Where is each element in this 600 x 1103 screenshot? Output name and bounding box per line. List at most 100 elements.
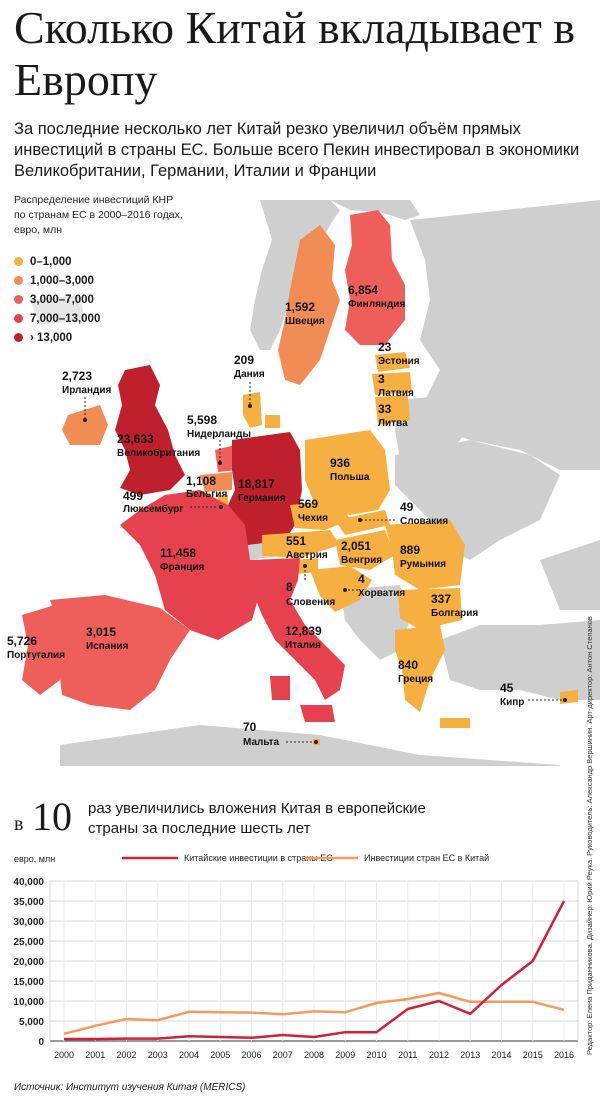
subtitle: За последние несколько лет Китай резко у… [14,120,580,180]
x-tick-label: 2003 [148,1050,168,1060]
x-tick-label: 2014 [491,1050,511,1060]
chart-ylabel: евро, млн [14,854,55,864]
croatia-shape [310,566,372,612]
belgium-shape [200,472,232,492]
value-uk: 23,633 [117,432,154,446]
leader-dots [83,404,567,744]
value-luxembourg: 499 [123,489,143,503]
name-hungary: Венгрия [341,555,382,566]
y-tick-label: 0 [38,1037,44,1048]
source-note: Источник: Институт изучения Китая (MERIC… [14,1082,246,1093]
name-lithuania: Литва [378,418,408,429]
legend-label: 7,000–13,000 [30,312,101,325]
legend-swatch [14,257,23,266]
dot-malta [314,740,318,744]
y-tick-label: 5,000 [19,1017,44,1028]
leader-lines [84,382,562,743]
value-czech: 569 [298,497,318,511]
series-line [63,991,565,1036]
balkans-shape [340,585,410,660]
value-belgium: 1,108 [186,474,216,488]
latvia-shape [372,372,412,395]
name-spain: Испания [86,641,129,652]
caucasus-shape [540,540,600,610]
eu-countries [22,210,578,745]
name-romania: Румыния [400,559,446,570]
name-czech: Чехия [298,513,328,524]
legend-item: 1,000–3,000 [14,271,100,290]
name-france: Франция [160,562,205,573]
value-hungary: 2,051 [341,539,371,553]
country-labels: 6,854 Финляндия 1,592 Швеция 23 Эстония … [7,283,524,748]
dot-cyprus [563,698,567,702]
name-uk: Великобритания [117,447,200,459]
bulgaria-shape [398,588,462,630]
value-spain: 3,015 [86,625,116,639]
name-slovenia: Словения [286,597,335,608]
hungary-shape [335,530,395,570]
name-luxembourg: Люксембург [123,503,183,515]
poland-shape [305,430,390,515]
russia-shape [410,200,600,470]
chart-xticks: 2000 2001 2002 2003 2004 2005 2006 2007 2008 2009… [54,1050,574,1060]
x-tick-label: 2001 [85,1050,105,1060]
name-malta: Мальта [243,737,280,748]
value-latvia: 3 [378,372,385,386]
north-africa-shape [60,725,560,766]
slovakia-shape [335,510,390,535]
legend-item: 7,000–13,000 [14,309,100,328]
name-estonia: Эстония [378,356,420,367]
dot-ireland [83,418,87,422]
name-ireland: Ирландия [62,385,111,396]
uk-shape [115,365,185,495]
value-ireland: 2,723 [62,369,92,383]
legend-title: Распределение инвестиций КНР по странам … [14,194,183,236]
value-lithuania: 33 [378,402,392,416]
legend-label: 3,000–7,000 [30,293,94,306]
headline-number: 10 [32,794,72,839]
x-tick-label: 2006 [241,1050,261,1060]
name-denmark: Дания [234,369,265,380]
name-italy: Италия [285,640,321,651]
source-text: Институт изучения Китая (MERICS) [66,1082,246,1093]
value-bulgaria: 337 [431,592,451,606]
name-bulgaria: Болгария [431,608,478,619]
chart-legend: Китайские инвестиции в страны ЕС Инвести… [122,853,489,863]
name-poland: Польша [330,472,370,483]
x-tick-label: 2000 [54,1050,74,1060]
x-tick-label: 2015 [523,1050,543,1060]
chart-yticks: 0 5,000 10,000 15,000 20,000 25,000 30,000 35,0… [13,877,44,1048]
greece-shape [395,625,470,728]
portugal-shape [22,605,62,695]
legend-item: 0–1,000 [14,252,100,271]
legend-swatch [14,276,23,285]
value-slovenia: 8 [286,580,293,594]
name-portugal: Португалия [7,650,65,661]
legend-label: 1,000–3,000 [30,274,94,287]
sweden-shape [278,225,340,385]
lithuania-shape [375,395,410,425]
dot-denmark [248,404,252,408]
y-tick-label: 30,000 [13,917,44,928]
value-slovakia: 49 [400,500,414,514]
value-germany: 18,817 [238,477,275,491]
name-cyprus: Кипр [500,697,524,708]
headline-prefix: в [14,813,24,835]
czech-shape [290,500,350,530]
value-denmark: 209 [234,353,254,367]
non-eu-land [30,200,600,766]
legend-item: 3,000–7,000 [14,290,100,309]
value-finland: 6,854 [348,283,378,297]
x-tick-label: 2004 [179,1050,199,1060]
name-germany: Германия [238,493,286,504]
name-latvia: Латвия [378,388,414,399]
value-cyprus: 45 [500,681,514,695]
value-portugal: 5,726 [7,634,37,648]
x-tick-label: 2016 [554,1050,574,1060]
name-greece: Греция [398,674,433,685]
finland-shape [345,210,405,345]
dot-slovakia [358,518,362,522]
y-tick-label: 40,000 [13,877,44,888]
name-slovakia: Словакия [400,516,448,527]
name-sweden: Швеция [285,316,325,327]
